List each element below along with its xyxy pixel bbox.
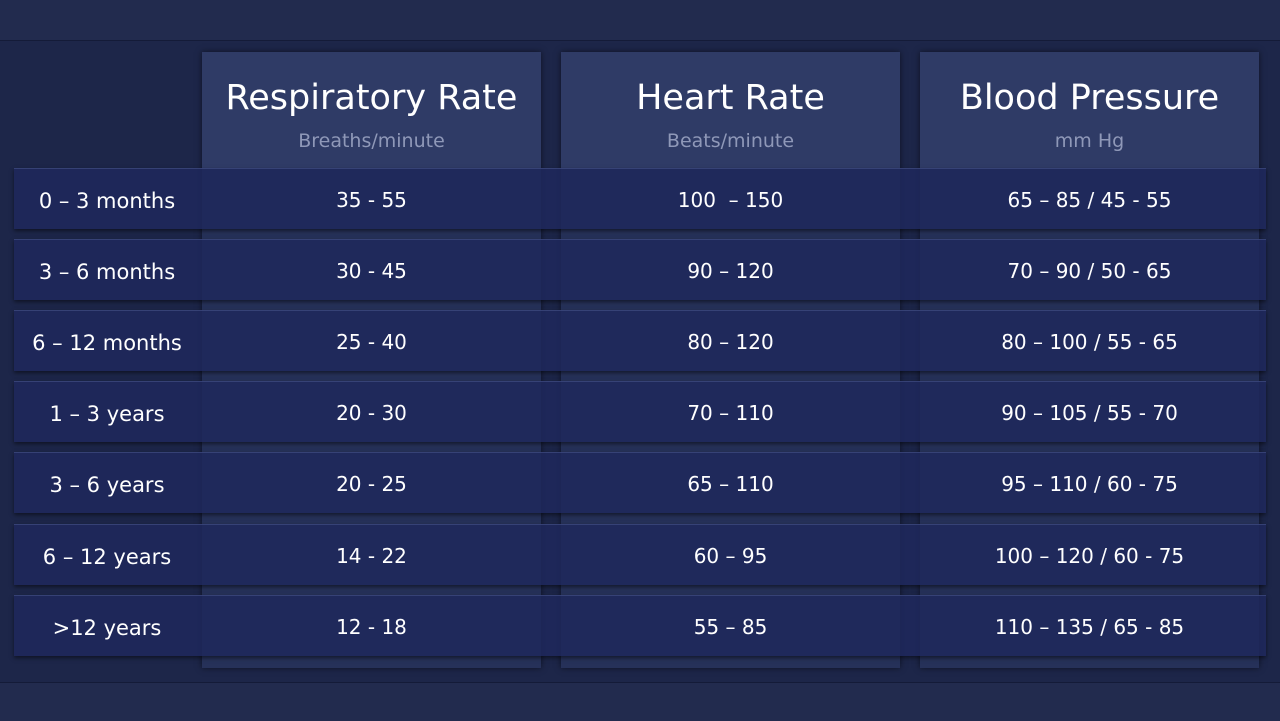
table-cell: 20 - 25: [336, 472, 407, 497]
table-cell: 70 – 90 / 50 - 65: [1007, 259, 1172, 284]
row-label: >12 years: [52, 615, 162, 640]
table-row: 0 – 3 months 35 - 55 100 – 150 65 – 85 / 45…: [14, 168, 1266, 229]
table-cell: 35 - 55: [336, 188, 407, 212]
table-cell: 110 – 135 / 65 - 85: [994, 614, 1185, 639]
table-row: >12 years 12 - 18 55 – 85 110 – 135 / 65 - …: [14, 594, 1266, 656]
table-row: 6 – 12 months 25 - 40 80 – 120 80 – 100 / 5…: [14, 310, 1266, 372]
column-header: [561, 52, 900, 168]
table-cell: 25 - 40: [336, 330, 407, 355]
column-title: Respiratory Rate: [225, 78, 518, 118]
table-row: 3 – 6 years 20 - 25 65 – 110 95 – 110 / 60 …: [14, 452, 1266, 514]
table-cell: 70 – 110: [687, 401, 774, 426]
table-cell: 90 – 105 / 55 - 70: [1001, 401, 1178, 426]
table-cell: 30 - 45: [336, 259, 407, 284]
bottom-band: [0, 682, 1280, 721]
row-label: 6 – 12 months: [32, 331, 182, 356]
table-cell: 65 – 110: [687, 472, 774, 497]
table-row: 1 – 3 years 20 - 30 70 – 110 90 – 105 / 55 …: [14, 381, 1266, 443]
table-cell: 65 – 85 / 45 - 55: [1007, 188, 1172, 212]
row-label: 0 – 3 months: [38, 189, 176, 213]
table-cell: 55 – 85: [693, 614, 768, 639]
table-cell: 80 – 120: [687, 330, 774, 355]
table-row: 6 – 12 years 14 - 22 60 – 95 100 – 120 / 60…: [14, 523, 1266, 585]
top-band: [0, 0, 1280, 41]
column-title: Heart Rate: [636, 78, 825, 118]
column-unit: mm Hg: [1054, 130, 1125, 152]
column-title: Blood Pressure: [959, 78, 1220, 118]
table-cell: 80 – 100 / 55 - 65: [1001, 330, 1178, 355]
row-label: 1 – 3 years: [49, 402, 165, 427]
column-header: [202, 52, 541, 168]
table-row: 3 – 6 months 30 - 45 90 – 120 70 – 90 / 50 …: [14, 239, 1266, 301]
table-cell: 12 - 18: [336, 614, 407, 639]
column-unit: Breaths/minute: [298, 130, 445, 152]
row-label: 6 – 12 years: [42, 544, 172, 569]
table-cell: 100 – 120 / 60 - 75: [994, 543, 1185, 568]
table-cell: 100 – 150: [677, 188, 784, 212]
column-header: [920, 52, 1259, 168]
table-cell: 14 - 22: [336, 543, 407, 568]
column-unit: Beats/minute: [666, 130, 795, 152]
row-label: 3 – 6 months: [38, 260, 176, 285]
row-label: 3 – 6 years: [49, 473, 165, 498]
table-cell: 20 - 30: [336, 401, 407, 426]
table-cell: 90 – 120: [687, 259, 774, 284]
table-cell: 60 – 95: [693, 543, 768, 568]
table-cell: 95 – 110 / 60 - 75: [1001, 472, 1178, 497]
